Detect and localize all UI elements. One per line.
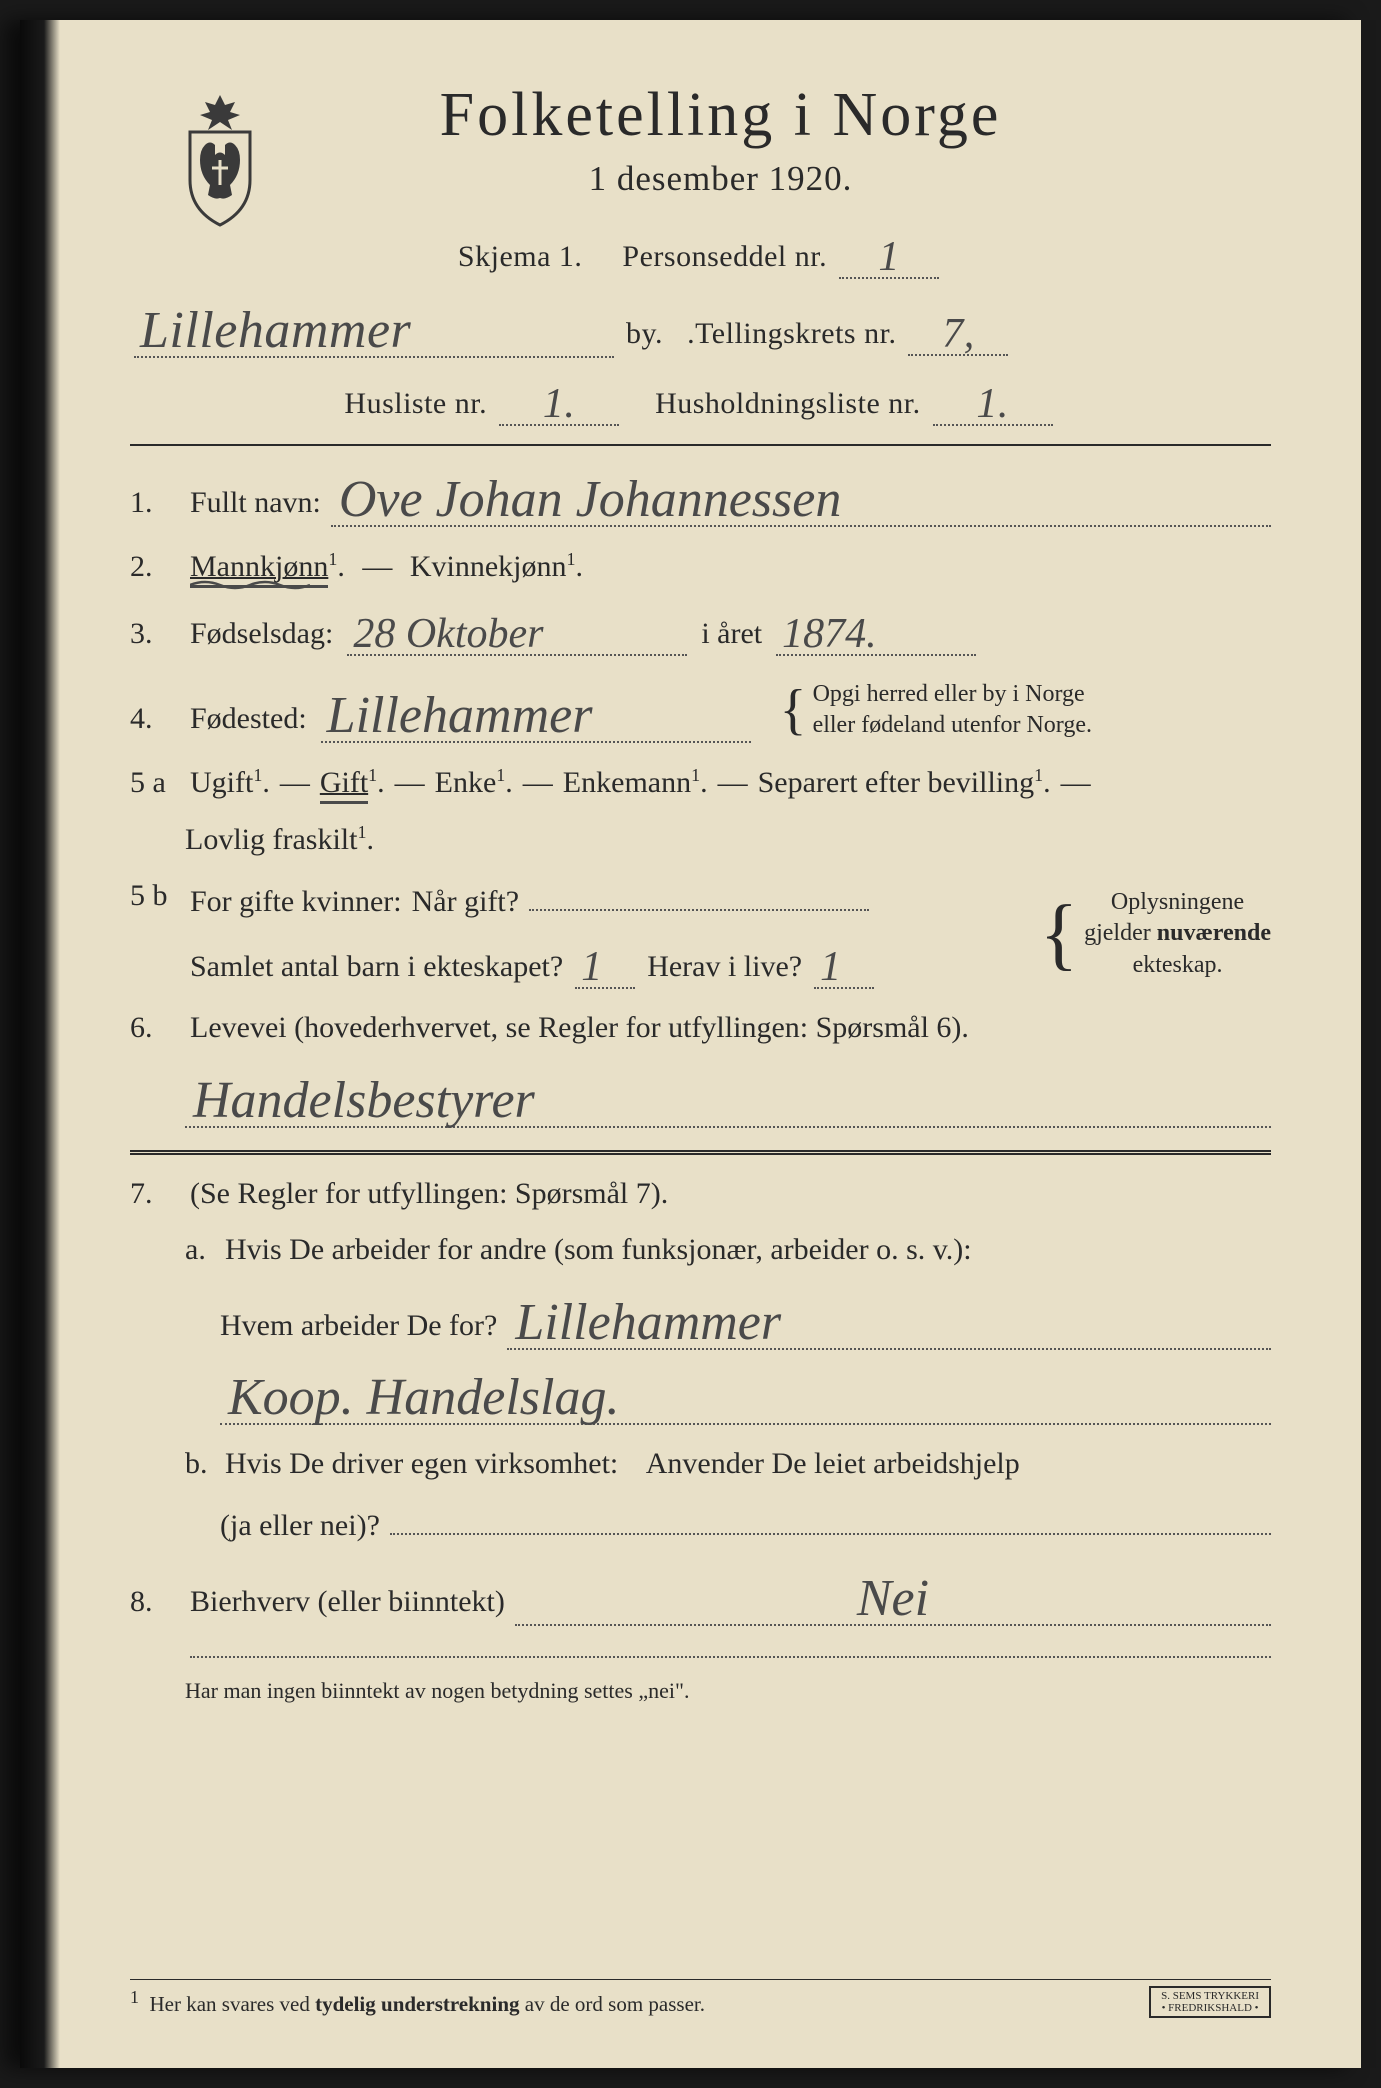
meta-husliste: Husliste nr. 1. Husholdningsliste nr. 1. bbox=[130, 376, 1271, 426]
q5b-samlet-val: 1 bbox=[581, 943, 602, 991]
form-meta: Skjema 1. Personseddel nr. 1 Lillehammer… bbox=[130, 229, 1271, 426]
subtitle: 1 desember 1920. bbox=[440, 159, 1002, 199]
q3-year: 1874. bbox=[782, 610, 877, 658]
city-value: Lillehammer bbox=[140, 301, 411, 360]
q4-num: 4. bbox=[130, 702, 180, 736]
tellingskrets-label: .Tellingskrets nr. bbox=[687, 317, 896, 351]
q7-num: 7. bbox=[130, 1177, 180, 1211]
q5b-herav: Herav i live? bbox=[647, 950, 802, 984]
by-label: by. bbox=[626, 317, 663, 351]
q5b-row: 5 b For gifte kvinner: Når gift? Samlet … bbox=[130, 879, 1271, 989]
husholdning-label: Husholdningsliste nr. bbox=[655, 387, 921, 420]
q4-label: Fødested: bbox=[190, 702, 307, 736]
q2-row: 2. Mannkjønn1. — Kvinnekjønn1. bbox=[130, 549, 1271, 584]
q5a-enke: Enke1. bbox=[435, 765, 513, 800]
q7b-row2: (ja eller nei)? bbox=[220, 1503, 1271, 1543]
q5b-label: For gifte kvinner: bbox=[190, 885, 402, 919]
q5b-note: { Oplysningene gjelder nuværende ekteska… bbox=[1040, 887, 1271, 981]
q1-value: Ove Johan Johannessen bbox=[339, 470, 842, 529]
husliste-label: Husliste nr. bbox=[344, 387, 487, 420]
q5a-fraskilt: Lovlig fraskilt1. bbox=[185, 822, 374, 857]
q5a-gift: Gift1. bbox=[320, 765, 385, 800]
q7a-val1: Lillehammer bbox=[515, 1293, 781, 1352]
divider-1 bbox=[130, 444, 1271, 446]
q7a-q-row: Hvem arbeider De for? Lillehammer bbox=[220, 1289, 1271, 1350]
q7a-text: Hvis De arbeider for andre (som funksjon… bbox=[225, 1233, 972, 1267]
q8-value: Nei bbox=[857, 1569, 929, 1628]
footer-note: Har man ingen biinntekt av nogen betydni… bbox=[185, 1678, 1271, 1704]
q7a-q: Hvem arbeider De for? bbox=[220, 1309, 497, 1343]
q5b-samlet: Samlet antal barn i ekteskapet? bbox=[190, 950, 563, 984]
personseddel-label: Personseddel nr. bbox=[622, 240, 827, 273]
q8-row: 8. Bierhverv (eller biinntekt) Nei bbox=[130, 1565, 1271, 1626]
header: Folketelling i Norge 1 desember 1920. bbox=[130, 80, 1271, 199]
q2-kvinne: Kvinnekjønn1. bbox=[410, 549, 583, 584]
q6-num: 6. bbox=[130, 1011, 180, 1045]
personseddel-value: 1 bbox=[878, 233, 900, 281]
q7b-text2: Anvender De leiet arbeidshjelp bbox=[646, 1447, 1020, 1481]
q6-value-row: Handelsbestyrer bbox=[185, 1067, 1271, 1128]
q5a-row2: Lovlig fraskilt1. bbox=[185, 822, 1271, 857]
q5a-ugift: Ugift1. bbox=[190, 765, 270, 800]
q2-num: 2. bbox=[130, 550, 180, 584]
q4-row: 4. Fødested: Lillehammer { Opgi herred e… bbox=[130, 678, 1271, 743]
q8-label: Bierhverv (eller biinntekt) bbox=[190, 1585, 505, 1619]
q5a-num: 5 a bbox=[130, 766, 180, 800]
meta-city: Lillehammer by. .Tellingskrets nr. 7, bbox=[130, 297, 1271, 358]
q5a-separert: Separert efter bevilling1. bbox=[758, 765, 1051, 800]
q3-row: 3. Fødselsdag: 28 Oktober i året 1874. bbox=[130, 606, 1271, 656]
q8-num: 8. bbox=[130, 1585, 180, 1619]
printer-stamp: S. SEMS TRYKKERI• FREDRIKSHALD • bbox=[1149, 1986, 1271, 2018]
husholdning-value: 1. bbox=[976, 380, 1009, 428]
main-title: Folketelling i Norge bbox=[440, 80, 1002, 151]
q3-day: 28 Oktober bbox=[353, 610, 543, 658]
q7a-row: a. Hvis De arbeider for andre (som funks… bbox=[185, 1233, 1271, 1267]
q7a-label: a. bbox=[185, 1233, 215, 1267]
q3-label: Fødselsdag: bbox=[190, 617, 333, 651]
bottom-footnote: 1 Her kan svares ved tydelig understrekn… bbox=[130, 1979, 1271, 2018]
footnote-sup: 1 bbox=[130, 1987, 139, 2007]
q8-line2 bbox=[190, 1656, 1271, 1658]
census-form-page: Folketelling i Norge 1 desember 1920. Sk… bbox=[20, 20, 1361, 2068]
q5a-enkemann: Enkemann1. bbox=[563, 765, 708, 800]
tellingskrets-value: 7, bbox=[942, 310, 975, 358]
q7-row: 7. (Se Regler for utfyllingen: Spørsmål … bbox=[130, 1177, 1271, 1211]
q7b-row: b. Hvis De driver egen virksomhet: Anven… bbox=[185, 1447, 1271, 1481]
q6-row: 6. Levevei (hovederhvervet, se Regler fo… bbox=[130, 1011, 1271, 1045]
q7a-val2: Koop. Handelslag. bbox=[228, 1368, 619, 1427]
q4-note: { Opgi herred eller by i Norge eller fød… bbox=[780, 678, 1092, 742]
q1-label: Fullt navn: bbox=[190, 486, 321, 520]
q7a-val2-row: Koop. Handelslag. bbox=[220, 1364, 1271, 1425]
q5b-num: 5 b bbox=[130, 879, 180, 913]
q7b-text3: (ja eller nei)? bbox=[220, 1509, 380, 1543]
q3-num: 3. bbox=[130, 617, 180, 651]
q6-value: Handelsbestyrer bbox=[193, 1071, 535, 1130]
q7b-text1: Hvis De driver egen virksomhet: bbox=[225, 1447, 618, 1481]
title-block: Folketelling i Norge 1 desember 1920. bbox=[440, 80, 1002, 199]
q1-row: 1. Fullt navn: Ove Johan Johannessen bbox=[130, 466, 1271, 527]
q6-label: Levevei (hovederhvervet, se Regler for u… bbox=[190, 1011, 969, 1045]
skjema-label: Skjema 1. bbox=[458, 240, 583, 273]
q5a-row: 5 a Ugift1. — Gift1. — Enke1. — Enkemann… bbox=[130, 765, 1271, 800]
q7b-label: b. bbox=[185, 1447, 215, 1481]
coat-of-arms-icon bbox=[170, 90, 270, 230]
q3-year-label: i året bbox=[701, 617, 762, 651]
meta-skjema: Skjema 1. Personseddel nr. 1 bbox=[130, 229, 1271, 279]
q7-label: (Se Regler for utfyllingen: Spørsmål 7). bbox=[190, 1177, 668, 1211]
q5b-herav-val: 1 bbox=[820, 943, 841, 991]
q5b-naar: Når gift? bbox=[412, 885, 519, 919]
strikethrough-icon bbox=[190, 579, 310, 591]
husliste-value: 1. bbox=[543, 380, 576, 428]
divider-2 bbox=[130, 1150, 1271, 1155]
q1-num: 1. bbox=[130, 486, 180, 520]
q4-value: Lillehammer bbox=[327, 686, 593, 745]
